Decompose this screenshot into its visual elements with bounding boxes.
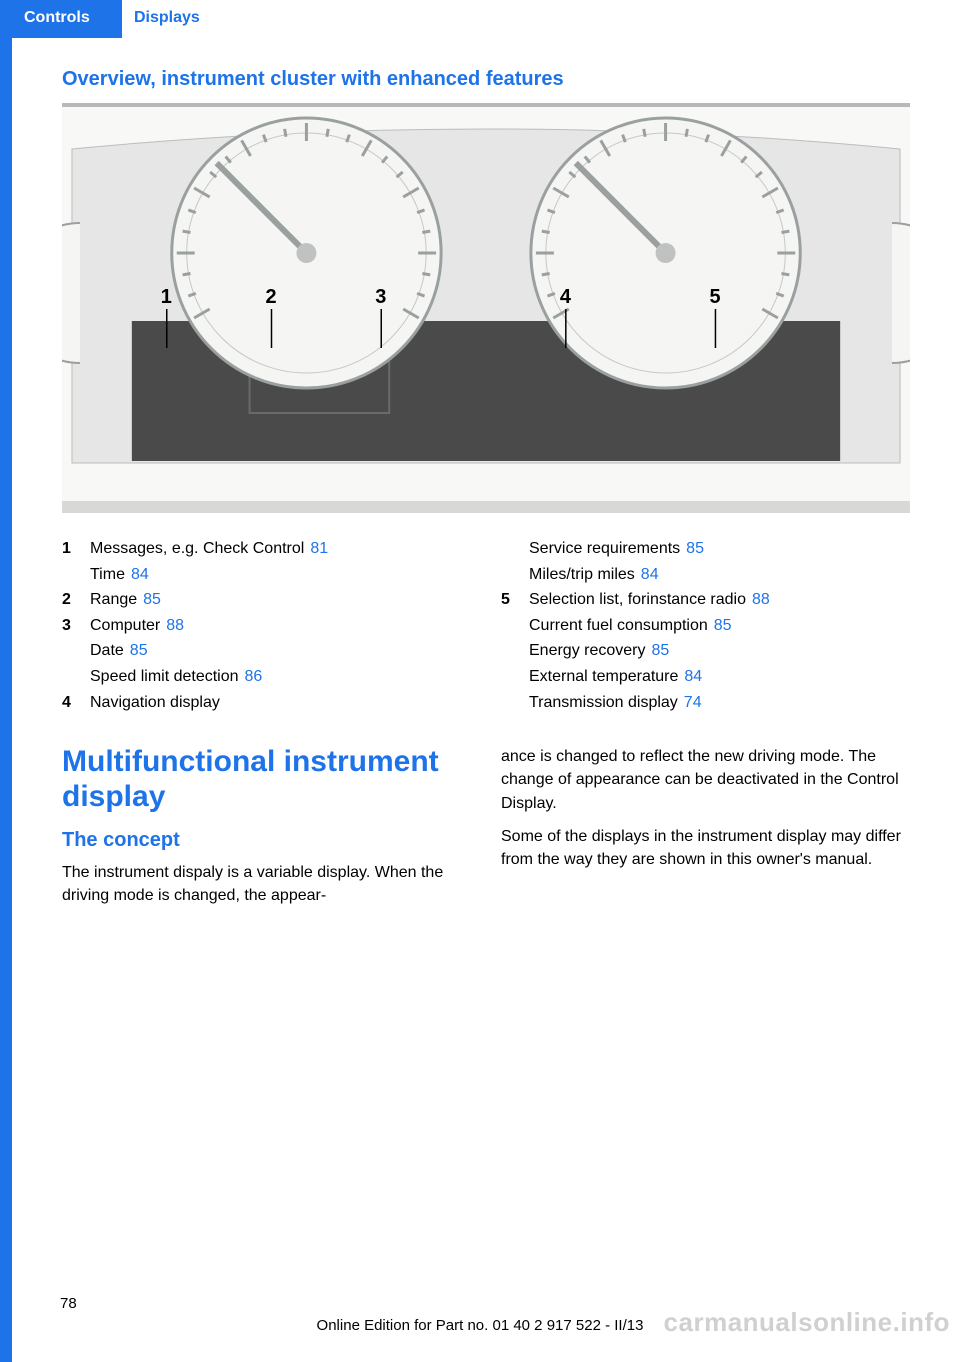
page-ref-link[interactable]: 86 (245, 668, 263, 685)
page-ref-link[interactable]: 84 (641, 566, 659, 583)
page-ref-link[interactable]: 85 (714, 617, 732, 634)
legend-subitem: Speed limit detection 86 (62, 664, 471, 690)
legend-number: 3 (62, 613, 90, 639)
legend-text: Service requirements (529, 540, 680, 557)
page-ref-link[interactable]: 84 (684, 668, 702, 685)
page-ref-link[interactable]: 74 (684, 694, 702, 711)
tab-controls: Controls (12, 0, 122, 38)
legend-text: External temperature (529, 668, 678, 685)
legend-text: Computer88 (90, 613, 471, 639)
page-ref-link[interactable]: 85 (130, 642, 148, 659)
body-left-column: Multifunctional instrument display The c… (62, 745, 471, 917)
page-content: Overview, instrument cluster with enhanc… (12, 38, 960, 918)
legend-item: 1Messages, e.g. Check Control81 (62, 536, 471, 562)
legend-text: Speed limit detection (90, 668, 239, 685)
legend-text: Miles/trip miles (529, 566, 635, 583)
legend-number: 1 (62, 536, 90, 562)
tab-displays: Displays (122, 0, 212, 38)
legend-text: Time (90, 566, 125, 583)
legend-number: 2 (62, 587, 90, 613)
svg-text:1: 1 (161, 286, 172, 308)
legend-text: Range85 (90, 587, 471, 613)
legend-subitem: Service requirements 85 (501, 536, 910, 562)
body-right-column: ance is changed to reflect the new drivi… (501, 745, 910, 917)
page-number: 78 (60, 1295, 77, 1312)
svg-text:5: 5 (709, 286, 720, 308)
legend-item: 4Navigation display (62, 690, 471, 716)
legend-item: 3Computer88 (62, 613, 471, 639)
legend-text: Energy recovery (529, 642, 646, 659)
legend-text: Current fuel consumption (529, 617, 708, 634)
legend-item: 5Selection list, forinstance radio88 (501, 587, 910, 613)
watermark-text: carmanualsonline.info (664, 1307, 950, 1338)
legend: 1Messages, e.g. Check Control81 Time 84 2Ra… (62, 536, 910, 715)
page-ref-link[interactable]: 85 (652, 642, 670, 659)
legend-subitem: Date 85 (62, 638, 471, 664)
legend-number: 5 (501, 587, 529, 613)
svg-text:4: 4 (560, 286, 571, 308)
body-right-para1: ance is changed to reflect the new drivi… (501, 745, 910, 815)
legend-subitem: Time 84 (62, 562, 471, 588)
legend-text: Date (90, 642, 124, 659)
section-heading: Overview, instrument cluster with enhanc… (62, 68, 910, 91)
header-tabs: Controls Displays (12, 0, 960, 38)
legend-text: Transmission display (529, 694, 678, 711)
left-blue-bar (0, 0, 12, 1362)
legend-subitem: Current fuel consumption 85 (501, 613, 910, 639)
svg-text:3: 3 (375, 286, 386, 308)
legend-subitem: External temperature 84 (501, 664, 910, 690)
section-h1: Multifunctional instrument display (62, 745, 471, 814)
legend-number: 4 (62, 690, 90, 716)
page-ref-link[interactable]: 88 (166, 617, 184, 634)
page-ref-link[interactable]: 84 (131, 566, 149, 583)
body-columns: Multifunctional instrument display The c… (62, 745, 910, 917)
legend-item: 2Range85 (62, 587, 471, 613)
page-ref-link[interactable]: 85 (143, 591, 161, 608)
legend-subitem: Transmission display 74 (501, 690, 910, 716)
legend-left-column: 1Messages, e.g. Check Control81 Time 84 2Ra… (62, 536, 471, 715)
instrument-cluster-figure: 1 2 3 4 5 (62, 103, 910, 513)
legend-subitem: Energy recovery 85 (501, 638, 910, 664)
legend-text: Selection list, forinstance radio88 (529, 587, 910, 613)
legend-text: Navigation display (90, 690, 471, 716)
body-left-para: The instrument dispaly is a variable dis… (62, 861, 471, 907)
legend-subitem: Miles/trip miles 84 (501, 562, 910, 588)
page-ref-link[interactable]: 88 (752, 591, 770, 608)
section-h2: The concept (62, 826, 471, 855)
legend-right-column: Service requirements 85 Miles/trip miles 84… (501, 536, 910, 715)
body-right-para2: Some of the displays in the instrument d… (501, 825, 910, 871)
svg-text:2: 2 (266, 286, 277, 308)
page-ref-link[interactable]: 81 (310, 540, 328, 557)
page-ref-link[interactable]: 85 (686, 540, 704, 557)
legend-text: Messages, e.g. Check Control81 (90, 536, 471, 562)
